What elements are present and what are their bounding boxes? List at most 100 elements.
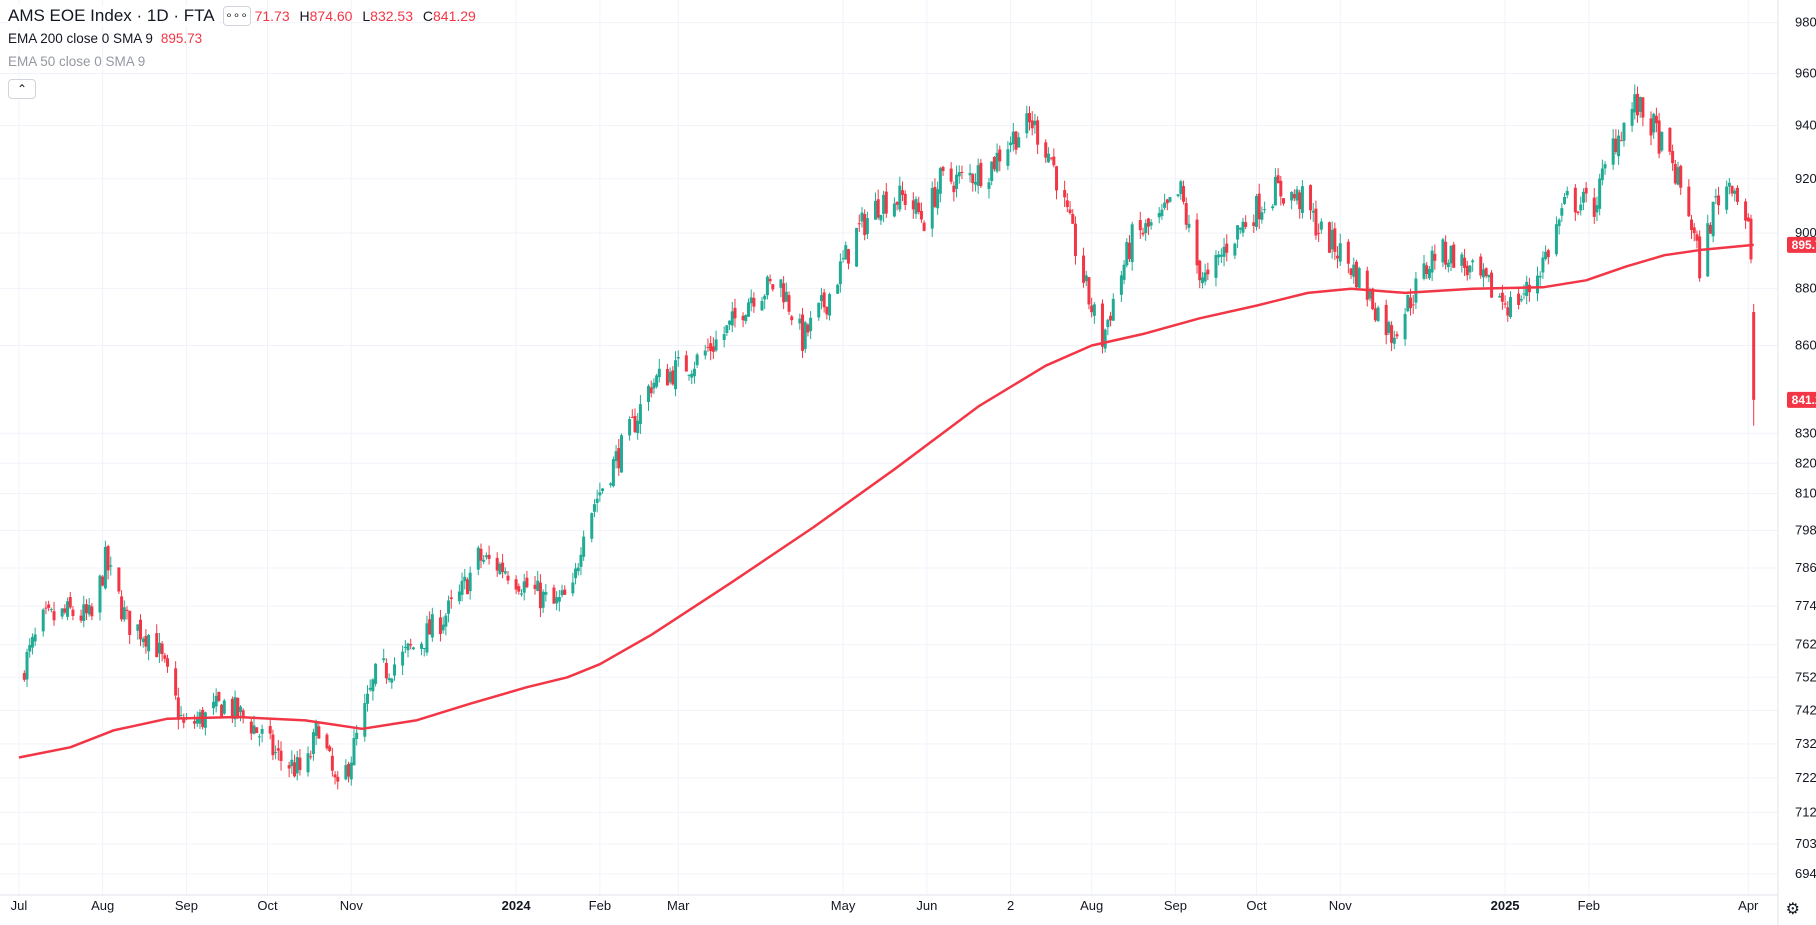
candle-up xyxy=(33,634,37,642)
candle-up xyxy=(214,695,218,707)
candle-down xyxy=(1673,163,1677,184)
candle-up xyxy=(657,368,661,378)
candle-up xyxy=(1446,262,1450,268)
candle-up xyxy=(1406,294,1410,312)
low-value: 832.53 xyxy=(370,7,413,24)
candle-up xyxy=(411,647,415,650)
candle-down xyxy=(84,604,88,614)
candle-down xyxy=(125,609,129,611)
candle-up xyxy=(938,168,942,194)
candle-up xyxy=(457,591,461,602)
candle-up xyxy=(1338,243,1342,262)
candle-down xyxy=(1444,241,1448,265)
candle-down xyxy=(1500,292,1504,302)
more-options-button[interactable]: ∘∘∘ xyxy=(222,5,251,26)
candle-up xyxy=(1103,329,1107,349)
candle-down xyxy=(752,297,756,307)
candle-up xyxy=(390,678,394,683)
chevron-up-icon[interactable]: ⌃ xyxy=(8,79,36,99)
candle-down xyxy=(1546,250,1550,258)
candle-down xyxy=(1298,192,1302,210)
y-tick-label: 712.00 xyxy=(1795,804,1816,819)
candle-up xyxy=(520,593,524,595)
candle-down xyxy=(268,725,272,734)
candle-up xyxy=(1525,281,1529,297)
candle-down xyxy=(787,295,791,312)
candle-up xyxy=(1163,202,1167,208)
candle-up xyxy=(41,609,45,632)
candle-up xyxy=(728,320,732,325)
candle-down xyxy=(538,582,542,609)
candle-up xyxy=(1160,209,1164,217)
candle-up xyxy=(930,188,934,229)
candle-down xyxy=(979,162,983,187)
candle-down xyxy=(711,346,715,352)
y-tick-label: 920.00 xyxy=(1795,171,1816,186)
candle-up xyxy=(557,596,561,602)
candle-down xyxy=(1182,186,1186,202)
candle-down xyxy=(857,223,861,225)
candle-down xyxy=(1463,257,1467,268)
y-tick-label: 732.00 xyxy=(1795,736,1816,751)
candle-up xyxy=(1387,322,1391,333)
ema-50-legend[interactable]: EMA 50 close 0 SMA 9 xyxy=(8,50,482,73)
candle-down xyxy=(479,548,483,561)
x-tick-label: May xyxy=(831,898,856,913)
candle-up xyxy=(441,624,445,631)
candle-up xyxy=(355,732,359,739)
candle-down xyxy=(1044,142,1048,158)
y-tick-label: 830.00 xyxy=(1795,425,1816,440)
candle-down xyxy=(1730,186,1734,194)
symbol-title[interactable]: AMS EOE Index · 1D · FTA xyxy=(8,5,219,26)
candle-down xyxy=(174,668,178,696)
candle-up xyxy=(763,295,767,300)
candle-up xyxy=(1254,195,1258,228)
candle-up xyxy=(1536,275,1540,294)
candle-down xyxy=(449,597,453,600)
candle-up xyxy=(368,687,372,690)
ema-200-legend[interactable]: EMA 200 close 0 SMA 9 895.73 xyxy=(8,27,482,50)
candle-down xyxy=(79,615,83,621)
candle-up xyxy=(406,643,410,651)
x-tick-label: Sep xyxy=(175,898,198,913)
candle-down xyxy=(128,610,132,635)
candle-down xyxy=(1036,120,1040,145)
candle-down xyxy=(1052,156,1056,166)
candle-down xyxy=(684,355,688,372)
candle-up xyxy=(611,459,615,487)
candle-up xyxy=(1168,197,1172,202)
x-tick-label: Jul xyxy=(11,898,28,913)
candle-up xyxy=(655,375,659,387)
candle-up xyxy=(1271,206,1275,209)
candle-down xyxy=(1503,303,1507,305)
candle-down xyxy=(1635,93,1639,116)
gear-icon[interactable]: ⚙ xyxy=(1785,901,1800,918)
candle-down xyxy=(309,756,313,758)
candle-up xyxy=(579,554,583,567)
y-tick-label: 742.00 xyxy=(1795,702,1816,717)
candle-up xyxy=(1157,213,1161,218)
candle-down xyxy=(771,284,775,290)
candle-up xyxy=(252,725,256,734)
candle-down xyxy=(90,606,94,617)
candle-up xyxy=(819,295,823,302)
candle-down xyxy=(1409,297,1413,309)
candle-up xyxy=(1290,192,1294,201)
candle-up xyxy=(1611,138,1615,165)
y-tick-label: 703.00 xyxy=(1795,836,1816,851)
candle-up xyxy=(628,418,632,436)
y-tick-label: 960.00 xyxy=(1795,66,1816,81)
x-tick-label: Jun xyxy=(916,898,937,913)
candle-up xyxy=(179,714,183,716)
candle-down xyxy=(525,577,529,588)
candle-up xyxy=(638,404,642,425)
y-tick-label: 900.00 xyxy=(1795,225,1816,240)
candlesticks xyxy=(22,84,1756,790)
candle-down xyxy=(1082,255,1086,283)
candle-down xyxy=(903,193,907,205)
candle-down xyxy=(1279,180,1283,197)
candle-down xyxy=(1373,308,1377,321)
candle-up xyxy=(1006,149,1010,166)
candle-down xyxy=(1679,165,1683,188)
